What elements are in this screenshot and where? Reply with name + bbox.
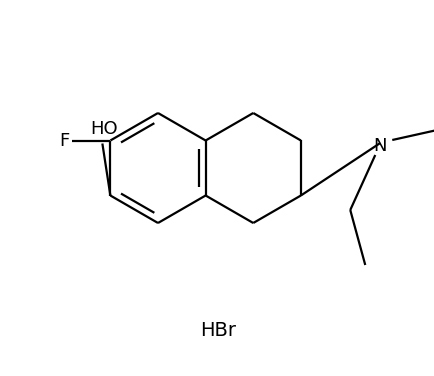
Text: HO: HO: [90, 120, 118, 138]
Text: F: F: [59, 132, 69, 150]
Text: HBr: HBr: [200, 320, 236, 340]
Text: N: N: [373, 137, 386, 155]
